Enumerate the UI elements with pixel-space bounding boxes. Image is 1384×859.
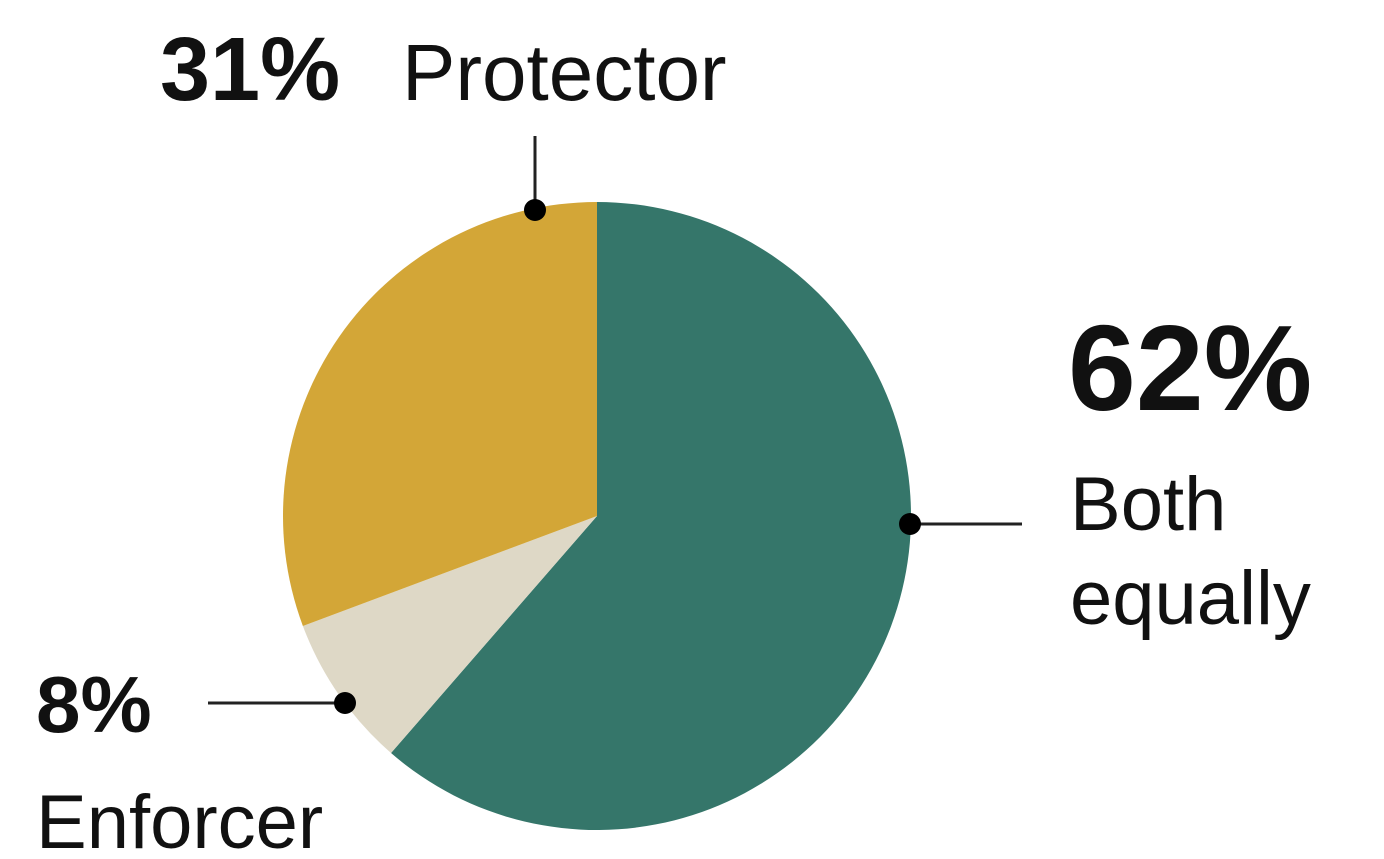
pie-slice-enforcer: [302, 516, 597, 754]
leader-lines: [208, 136, 1022, 714]
leader-dot-enforcer: [334, 692, 356, 714]
category-label-protector: Protector: [402, 28, 727, 117]
leader-dot-both-equally: [899, 513, 921, 535]
category-label-both-equally: Both equally: [1070, 462, 1311, 641]
pie-slice-both-equally: [391, 202, 911, 830]
value-label-protector: 31%: [160, 20, 340, 120]
pie-slice-protector: [283, 202, 597, 626]
leader-dot-protector: [524, 199, 546, 221]
value-label-both-equally: 62%: [1068, 300, 1312, 436]
category-label-enforcer: Enforcer: [36, 780, 323, 859]
pie-slices: [283, 202, 911, 830]
value-label-enforcer: 8%: [36, 660, 152, 749]
slice-labels: 62% Both equally 8% Enforcer 31% Protector: [36, 20, 1312, 859]
